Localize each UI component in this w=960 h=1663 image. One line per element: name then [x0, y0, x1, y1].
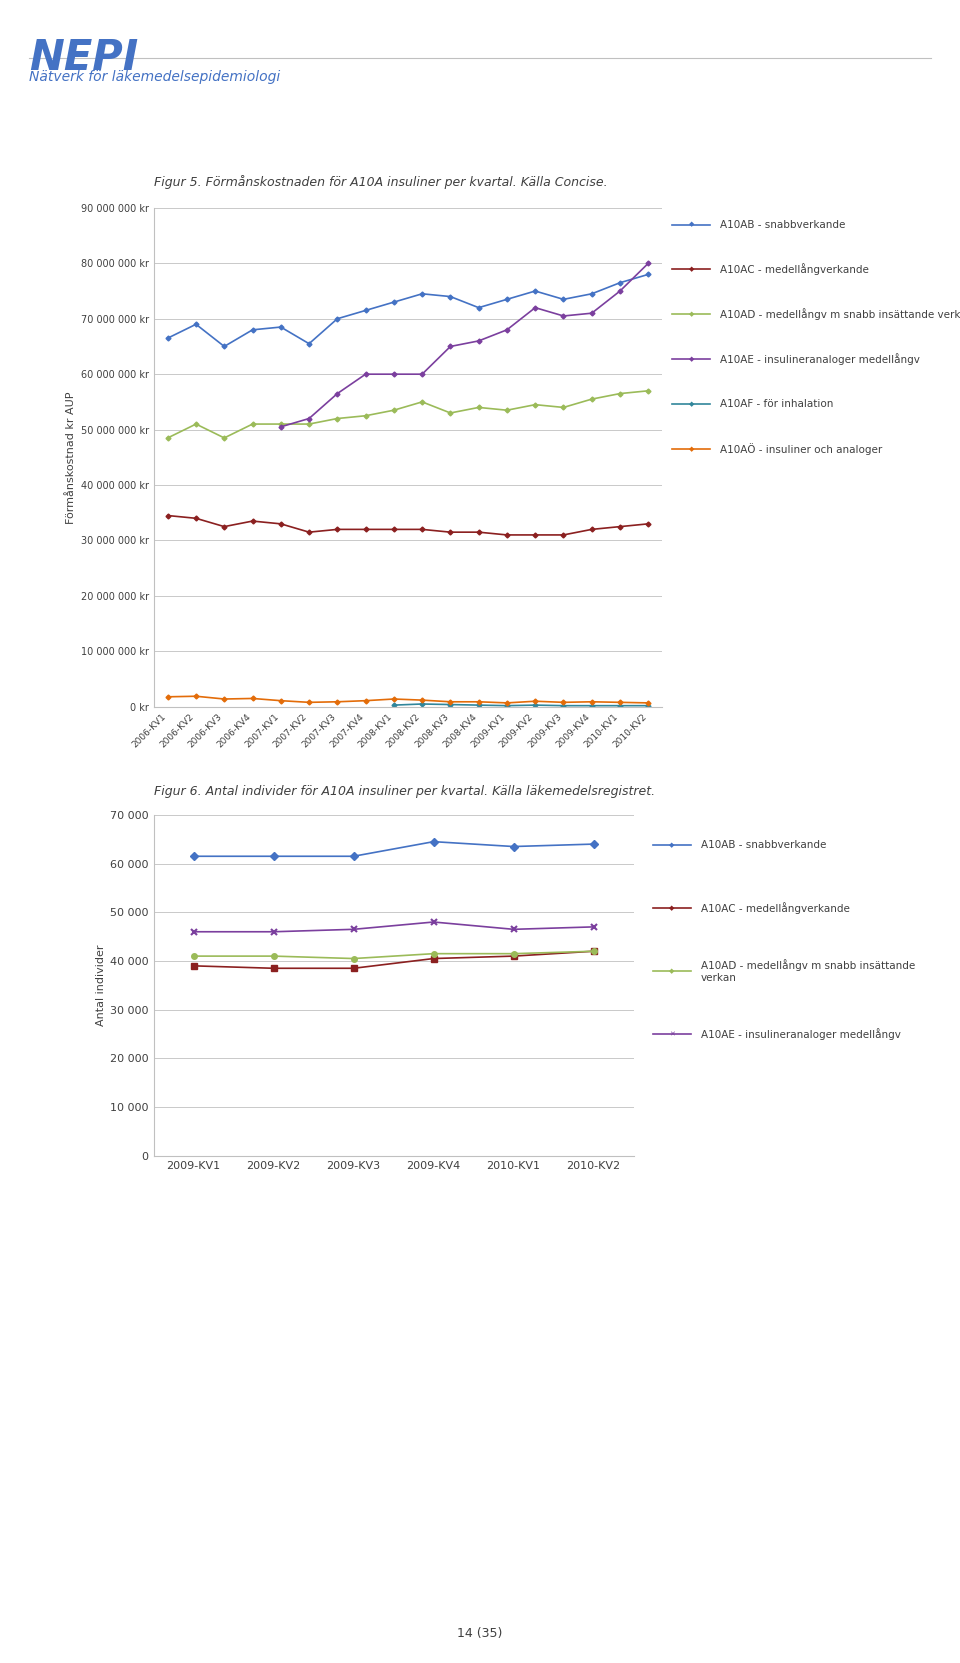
Text: A10AB - snabbverkande: A10AB - snabbverkande: [720, 220, 846, 229]
Text: NEPI: NEPI: [29, 37, 138, 78]
Text: A10AÖ - insuliner och analoger: A10AÖ - insuliner och analoger: [720, 442, 882, 456]
Text: ✕: ✕: [669, 1031, 675, 1038]
Text: ◆: ◆: [669, 905, 675, 911]
Text: A10AD - medellångv m snabb insättande
verkan: A10AD - medellångv m snabb insättande ve…: [701, 960, 915, 983]
Text: A10AD - medellångv m snabb insättande verkan: A10AD - medellångv m snabb insättande ve…: [720, 308, 960, 321]
Y-axis label: Förmånskostnad kr AUP: Förmånskostnad kr AUP: [66, 391, 77, 524]
Y-axis label: Antal individer: Antal individer: [96, 945, 106, 1026]
Text: ◆: ◆: [688, 266, 694, 273]
Text: ◆: ◆: [669, 968, 675, 975]
Text: ◆: ◆: [688, 221, 694, 228]
Text: 14 (35): 14 (35): [457, 1626, 503, 1640]
Text: A10AE - insulineranaloger medellångv: A10AE - insulineranaloger medellångv: [701, 1028, 900, 1041]
Text: A10AE - insulineranaloger medellångv: A10AE - insulineranaloger medellångv: [720, 353, 920, 366]
Text: Nätverk för läkemedelsepidemiologi: Nätverk för läkemedelsepidemiologi: [29, 70, 280, 83]
Text: A10AB - snabbverkande: A10AB - snabbverkande: [701, 840, 827, 850]
Text: A10AC - medellångverkande: A10AC - medellångverkande: [701, 901, 850, 915]
Text: ◆: ◆: [688, 401, 694, 407]
Text: Figur 6. Antal individer för A10A insuliner per kvartal. Källa läkemedelsregistr: Figur 6. Antal individer för A10A insuli…: [154, 785, 655, 798]
Text: ◆: ◆: [688, 446, 694, 452]
Text: A10AC - medellångverkande: A10AC - medellångverkande: [720, 263, 869, 276]
Text: A10AF - för inhalation: A10AF - för inhalation: [720, 399, 833, 409]
Text: ◆: ◆: [669, 841, 675, 848]
Text: ◆: ◆: [688, 356, 694, 363]
Text: Figur 5. Förmånskostnaden för A10A insuliner per kvartal. Källa Concise.: Figur 5. Förmånskostnaden för A10A insul…: [154, 175, 608, 188]
Text: ◆: ◆: [688, 311, 694, 318]
